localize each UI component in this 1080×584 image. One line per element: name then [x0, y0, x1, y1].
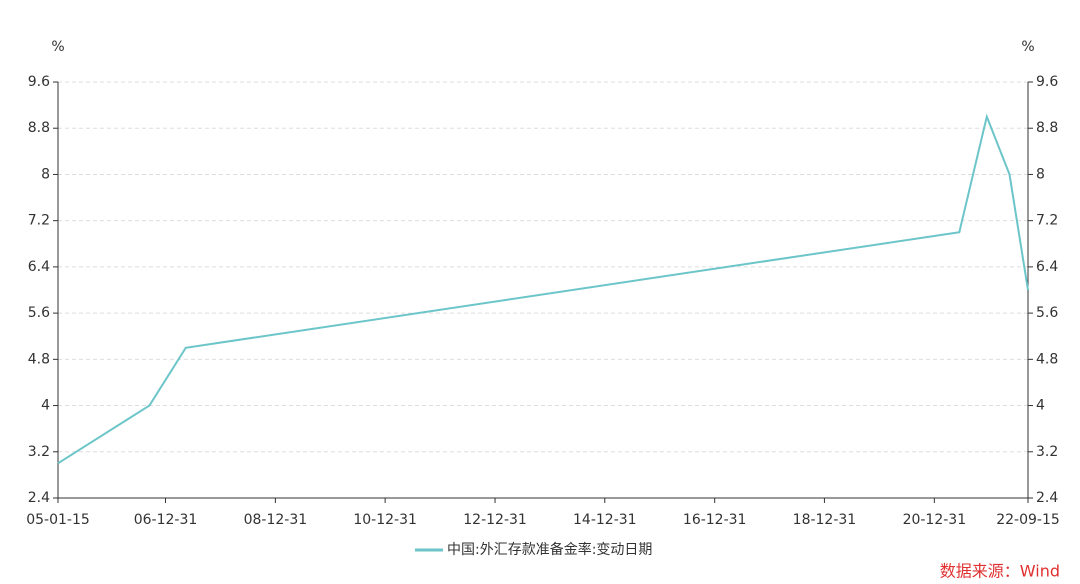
y2-tick-label: 8 — [1036, 166, 1045, 182]
y-tick-label: 8 — [41, 166, 50, 182]
y2-unit: % — [1021, 39, 1034, 55]
y2-tick-label: 9.6 — [1036, 74, 1058, 90]
y-tick-label: 5.6 — [28, 305, 50, 321]
x-tick-label: 22-09-15 — [996, 512, 1060, 528]
y-tick-label: 6.4 — [28, 259, 50, 275]
y-tick-label: 4 — [41, 398, 50, 414]
x-tick-label: 05-01-15 — [26, 512, 90, 528]
x-tick-label: 16-12-31 — [683, 512, 747, 528]
y-tick-label: 9.6 — [28, 74, 50, 90]
y2-tick-label: 3.2 — [1036, 444, 1058, 460]
y2-tick-label: 2.4 — [1036, 490, 1058, 506]
y2-tick-label: 4.8 — [1036, 351, 1058, 367]
y-tick-label: 3.2 — [28, 444, 50, 460]
x-tick-label: 10-12-31 — [353, 512, 417, 528]
y2-tick-label: 8.8 — [1036, 120, 1058, 136]
x-tick-label: 12-12-31 — [463, 512, 527, 528]
y-unit: % — [51, 39, 64, 55]
x-tick-label: 08-12-31 — [244, 512, 308, 528]
y-tick-label: 7.2 — [28, 213, 50, 229]
series-line — [57, 113, 1029, 465]
y2-tick-label: 4 — [1036, 398, 1045, 414]
y-tick-label: 2.4 — [28, 490, 50, 506]
x-tick-label: 18-12-31 — [793, 512, 857, 528]
x-tick-label: 14-12-31 — [573, 512, 637, 528]
source: 数据来源：Wind — [940, 562, 1060, 581]
y2-tick-label: 7.2 — [1036, 213, 1058, 229]
x-tick-label: 06-12-31 — [134, 512, 198, 528]
x-tick-label: 20-12-31 — [903, 512, 967, 528]
y2-tick-label: 6.4 — [1036, 259, 1058, 275]
y-tick-label: 4.8 — [28, 351, 50, 367]
y-tick-label: 8.8 — [28, 120, 50, 136]
y2-tick-label: 5.6 — [1036, 305, 1058, 321]
legend-label: 中国:外汇存款准备金率:变动日期 — [447, 541, 652, 558]
